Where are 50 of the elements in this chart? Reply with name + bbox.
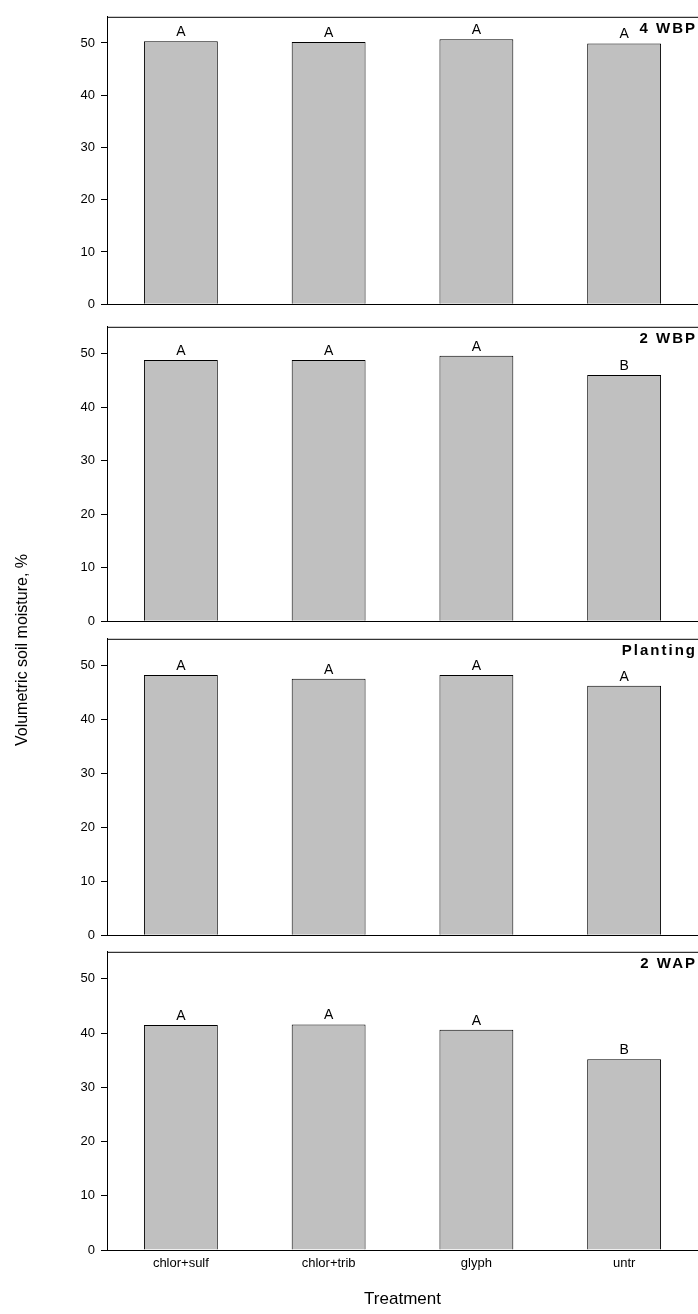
y-tick-label: 20 xyxy=(80,191,95,207)
chart-title: 4 WBP xyxy=(639,19,697,37)
x-tick-label: chlor+trib xyxy=(301,1255,356,1271)
chart-title: Planting xyxy=(621,641,697,659)
y-tick-label: 50 xyxy=(80,657,95,673)
y-tick-label: 30 xyxy=(80,1078,95,1094)
chart-title: 2 WAP xyxy=(640,954,697,972)
data-label: A xyxy=(323,341,334,358)
data-label: A xyxy=(471,1011,482,1028)
data-label: A xyxy=(619,25,630,42)
x-tick-label: glyph xyxy=(460,1255,492,1271)
x-axis-title: Treatment xyxy=(364,1289,442,1309)
y-tick-label: 0 xyxy=(87,295,95,311)
data-label: A xyxy=(323,1006,334,1023)
y-tick-label: 0 xyxy=(87,926,95,942)
y-tick-label: 50 xyxy=(80,970,95,986)
data-label: B xyxy=(619,356,629,373)
data-label: A xyxy=(176,341,187,358)
y-tick-label: 20 xyxy=(80,819,95,834)
data-label: A xyxy=(176,1006,187,1023)
chart-title: 2 WBP xyxy=(639,329,697,347)
data-label: A xyxy=(619,667,630,684)
y-tick-label: 10 xyxy=(80,243,95,259)
x-tick-label: untr xyxy=(612,1255,636,1271)
data-label: A xyxy=(323,660,334,677)
y-tick-label: 30 xyxy=(80,139,95,155)
data-label: A xyxy=(471,337,482,354)
y-tick-label: 0 xyxy=(87,612,95,628)
x-tick-label: chlor+sulf xyxy=(152,1255,210,1271)
data-label: A xyxy=(471,656,482,673)
y-tick-label: 0 xyxy=(87,1241,95,1257)
data-label: A xyxy=(176,656,187,673)
y-tick-label: 30 xyxy=(80,765,95,781)
data-label: B xyxy=(619,1041,629,1058)
y-tick-label: 10 xyxy=(80,872,95,888)
y-tick-label: 10 xyxy=(80,559,95,575)
data-label: A xyxy=(176,23,187,40)
y-tick-label: 50 xyxy=(80,345,95,361)
y-tick-label: 20 xyxy=(80,505,95,521)
y-axis-title: Volumetric soil moisture, % xyxy=(13,553,31,747)
y-tick-label: 40 xyxy=(80,711,95,727)
y-tick-label: 10 xyxy=(80,1187,95,1203)
y-tick-label: 40 xyxy=(80,1024,95,1040)
y-tick-label: 50 xyxy=(80,34,95,50)
y-tick-label: 30 xyxy=(80,452,95,468)
y-tick-label: 20 xyxy=(80,1133,95,1149)
y-tick-label: 40 xyxy=(80,398,95,414)
data-label: A xyxy=(323,23,334,40)
y-tick-label: 40 xyxy=(80,86,95,102)
data-label: A xyxy=(471,21,482,38)
